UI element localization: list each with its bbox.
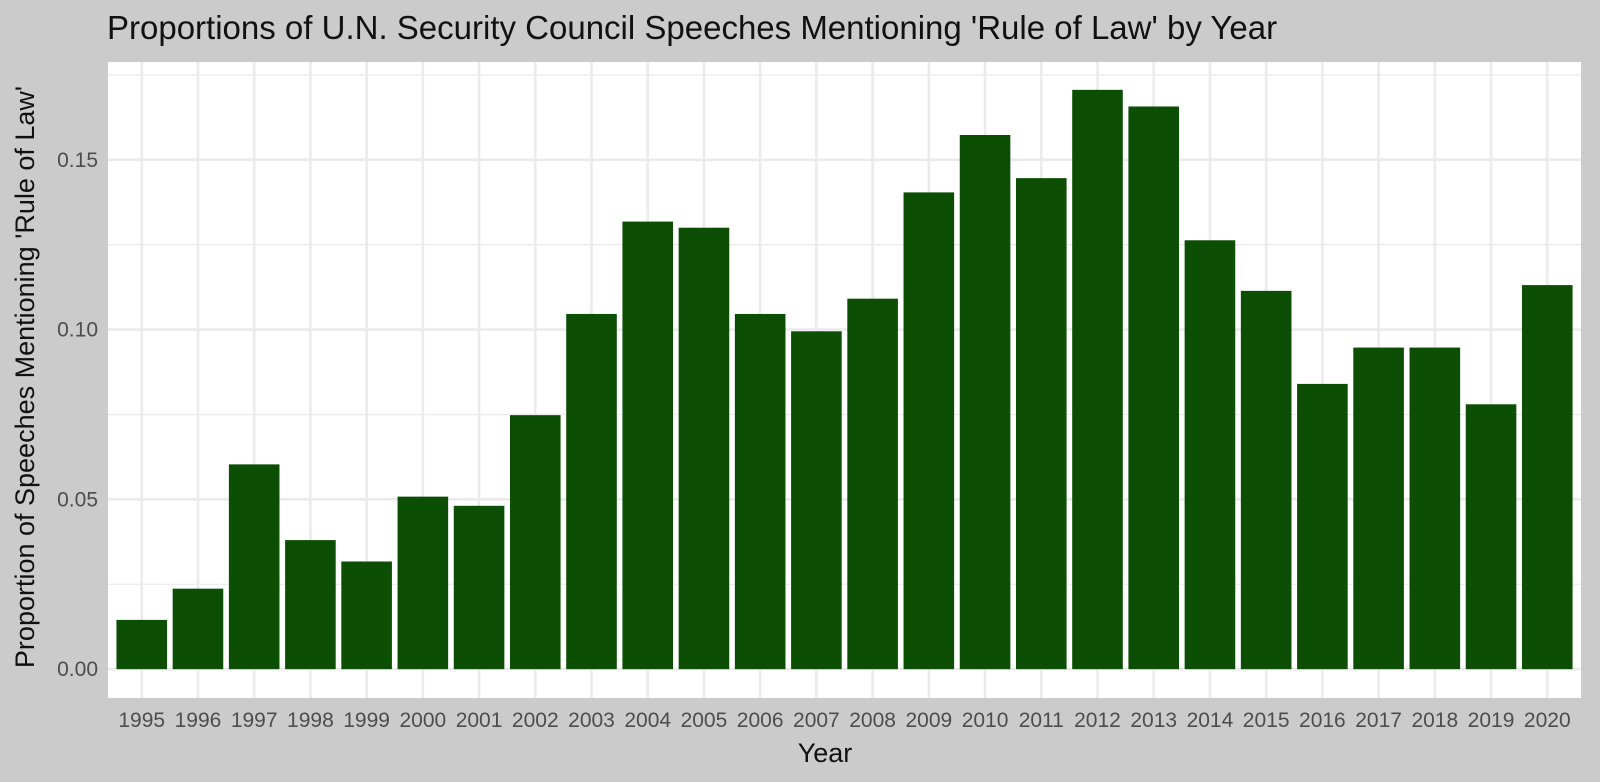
chart-title: Proportions of U.N. Security Council Spe… <box>107 9 1277 46</box>
bar-2020 <box>1521 285 1573 670</box>
x-tick-label: 2006 <box>737 709 784 732</box>
x-axis-ticks: 1995 1996 1997 1998 1999 2000 2001 2002 2003 2004… <box>118 709 1570 732</box>
bar-2000 <box>397 496 449 670</box>
bar-2012 <box>1072 89 1123 670</box>
bar-2009 <box>903 192 955 670</box>
y-tick-label: 0.15 <box>57 149 98 172</box>
x-tick-label: 2008 <box>849 709 896 732</box>
x-tick-label: 2002 <box>512 709 559 732</box>
x-tick-label: 1997 <box>231 709 278 732</box>
x-tick-label: 1999 <box>343 709 390 732</box>
bar-1998 <box>285 540 336 670</box>
x-tick-label: 2007 <box>793 709 840 732</box>
y-tick-label: 0.05 <box>57 488 98 511</box>
x-axis-title: Year <box>798 738 853 768</box>
x-tick-label: 2017 <box>1355 709 1402 732</box>
x-tick-label: 2020 <box>1524 709 1571 732</box>
bars-group <box>116 89 1573 670</box>
x-tick-label: 2001 <box>456 709 503 732</box>
x-tick-label: 2015 <box>1243 709 1290 732</box>
y-tick-label: 0.10 <box>57 319 98 342</box>
x-tick-label: 2005 <box>681 709 728 732</box>
x-tick-label: 1995 <box>118 709 165 732</box>
x-tick-label: 2014 <box>1187 709 1234 732</box>
bar-1999 <box>341 561 392 670</box>
bar-2004 <box>622 221 674 670</box>
bar-2008 <box>847 298 898 670</box>
x-tick-label: 2018 <box>1411 709 1458 732</box>
y-tick-label: 0.00 <box>57 658 98 681</box>
x-tick-label: 2012 <box>1074 709 1121 732</box>
bar-2007 <box>791 331 842 670</box>
x-tick-label: 2004 <box>624 709 671 732</box>
bar-2011 <box>1015 178 1067 670</box>
bar-2013 <box>1128 106 1180 670</box>
x-tick-label: 2016 <box>1299 709 1346 732</box>
x-tick-label: 2013 <box>1130 709 1177 732</box>
x-tick-label: 2019 <box>1468 709 1515 732</box>
x-tick-label: 1998 <box>287 709 334 732</box>
bar-2019 <box>1465 404 1517 670</box>
bar-2018 <box>1409 347 1461 670</box>
bar-2015 <box>1240 290 1292 670</box>
bar-1997 <box>228 464 280 670</box>
x-tick-label: 2003 <box>568 709 615 732</box>
x-tick-label: 2000 <box>399 709 446 732</box>
bar-1996 <box>172 588 224 670</box>
bar-1995 <box>116 619 168 670</box>
x-tick-label: 1996 <box>175 709 222 732</box>
x-tick-label: 2011 <box>1019 709 1064 732</box>
x-tick-label: 2010 <box>962 709 1009 732</box>
bar-2010 <box>959 135 1011 670</box>
bar-2014 <box>1184 240 1236 670</box>
bar-2017 <box>1353 347 1404 670</box>
bar-2006 <box>734 313 786 670</box>
y-axis-ticks: 0.00 0.05 0.10 0.15 <box>57 149 98 681</box>
bar-2005 <box>678 227 730 670</box>
bar-2003 <box>566 313 617 670</box>
bar-2002 <box>509 415 561 670</box>
x-tick-label: 2009 <box>905 709 952 732</box>
bar-2016 <box>1297 383 1348 670</box>
bar-2001 <box>453 505 505 670</box>
y-axis-title: Proportion of Speeches Mentioning 'Rule … <box>10 86 40 668</box>
